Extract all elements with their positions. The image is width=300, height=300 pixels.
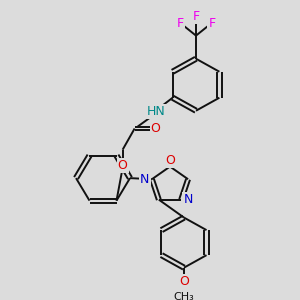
Text: F: F [192,10,200,23]
Text: CH₃: CH₃ [174,292,194,300]
Text: O: O [151,122,160,135]
Text: O: O [179,274,189,288]
Text: N: N [184,193,193,206]
Text: F: F [208,16,216,30]
Text: F: F [176,16,184,30]
Text: O: O [165,154,175,167]
Text: HN: HN [147,105,166,118]
Text: O: O [118,159,128,172]
Text: N: N [140,173,150,186]
